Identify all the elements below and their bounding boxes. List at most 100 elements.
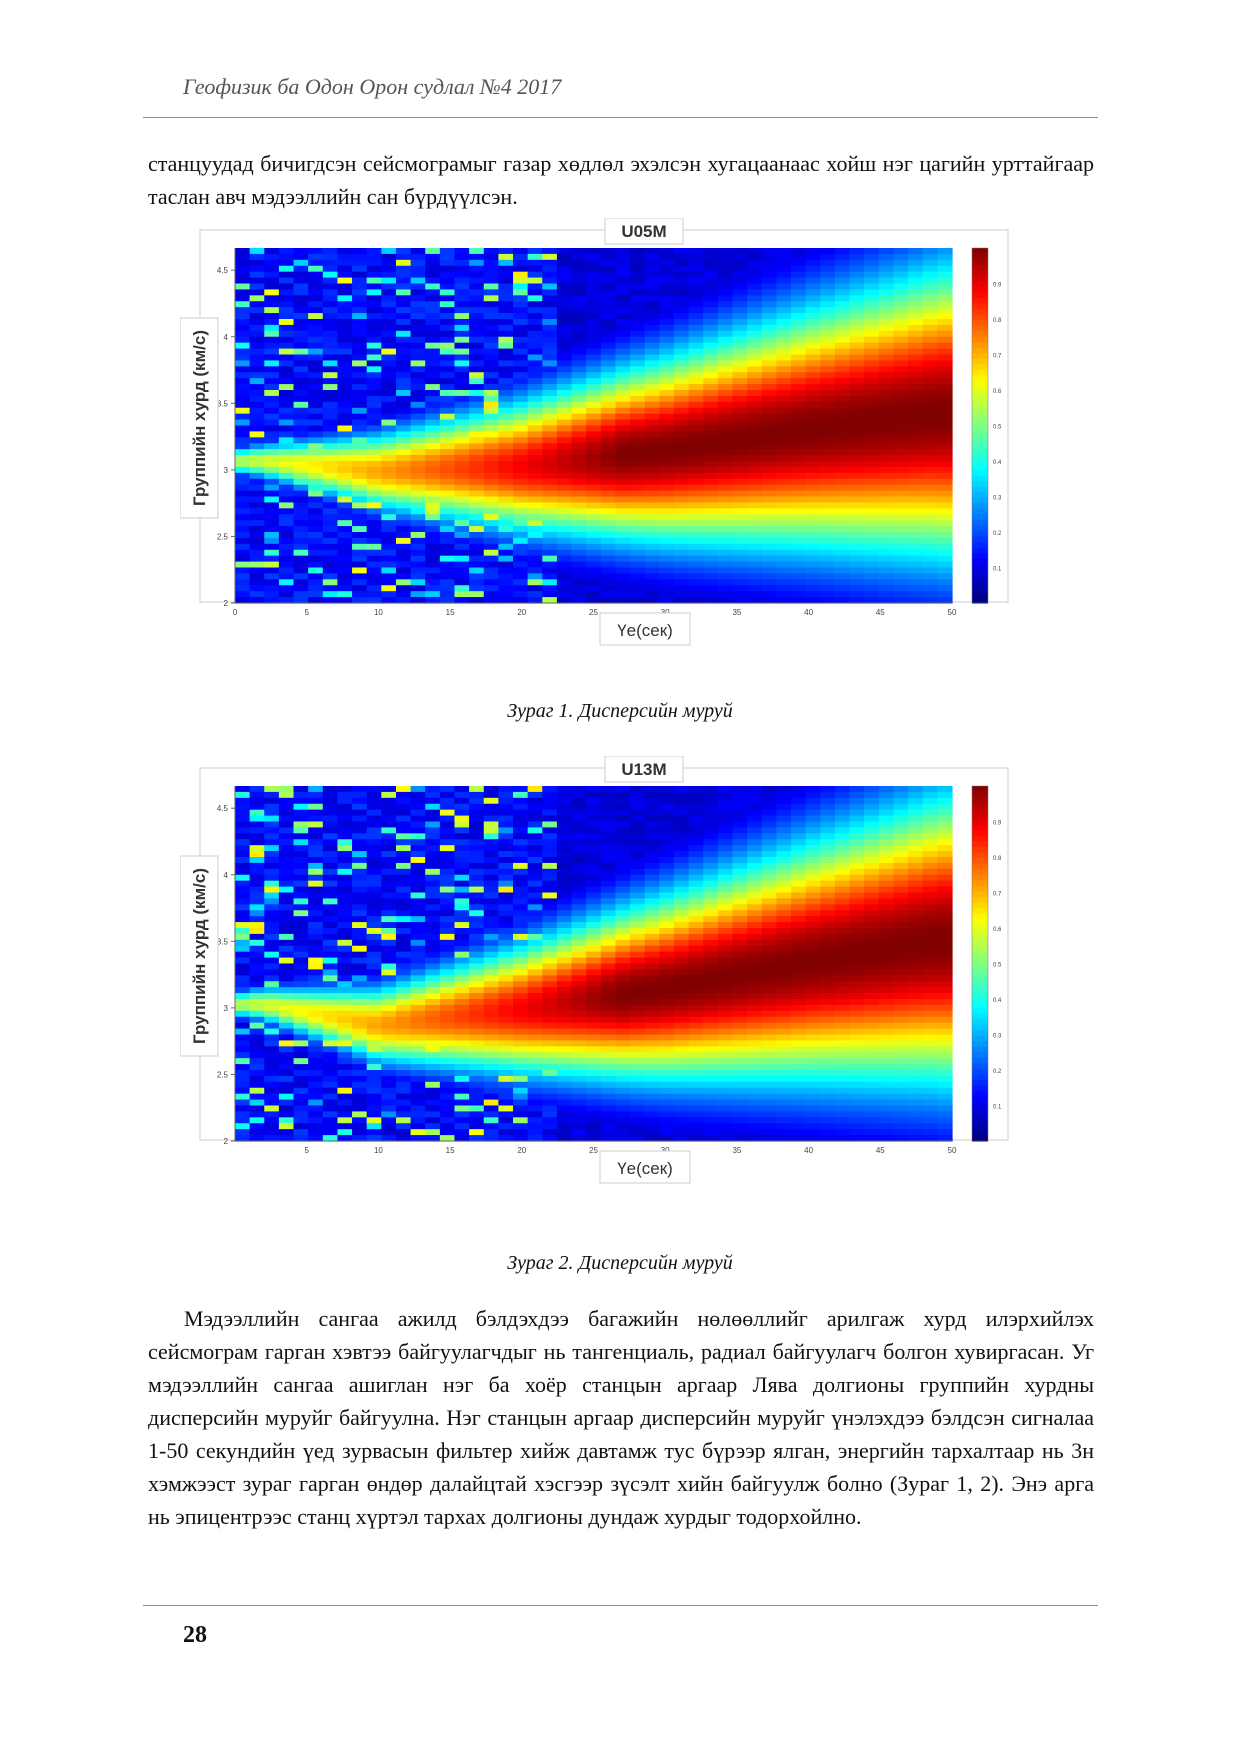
heatmap-cell: [688, 1075, 704, 1083]
heatmap-cell: [659, 342, 675, 350]
heatmap-cell: [469, 395, 485, 403]
heatmap-cell: [878, 472, 895, 480]
heatmap-cell: [425, 797, 441, 805]
heatmap-cell: [820, 407, 836, 415]
heatmap-cell: [571, 857, 587, 864]
heatmap-cell: [235, 449, 251, 456]
heatmap-cell: [425, 1004, 441, 1012]
heatmap-cell: [527, 851, 543, 858]
heatmap-cell: [776, 466, 792, 474]
heatmap-cell: [571, 1117, 587, 1124]
heatmap-cell: [527, 591, 543, 598]
heatmap-cell: [439, 939, 456, 947]
heatmap-cell: [337, 295, 353, 302]
heatmap-cell: [673, 880, 690, 888]
heatmap-cell: [308, 1064, 324, 1071]
heatmap-cell: [425, 271, 441, 279]
heatmap-cell: [542, 987, 558, 994]
heatmap-cell: [352, 466, 368, 474]
heatmap-cell: [483, 520, 499, 527]
heatmap-cell: [322, 880, 339, 888]
heatmap-cell: [893, 248, 909, 255]
heatmap-cell: [922, 443, 938, 450]
heatmap-cell: [264, 484, 280, 492]
heatmap-cell: [469, 1004, 485, 1012]
heatmap-cell: [352, 301, 368, 308]
heatmap-cell: [322, 455, 339, 462]
heatmap-cell: [556, 951, 573, 959]
heatmap-cell: [513, 259, 529, 267]
heatmap-cell: [673, 585, 690, 592]
heatmap-cell: [600, 821, 617, 829]
heatmap-cell: [498, 561, 514, 569]
heatmap-cell: [542, 904, 558, 911]
heatmap-cell: [659, 1028, 675, 1036]
heatmap-cell: [308, 532, 324, 539]
heatmap-cell: [322, 1046, 339, 1053]
heatmap-cell: [469, 827, 485, 834]
heatmap-cell: [556, 1093, 573, 1101]
heatmap-cell: [630, 466, 646, 474]
heatmap-cell: [264, 945, 280, 953]
heatmap-cell: [688, 490, 704, 498]
heatmap-cell: [454, 1010, 470, 1018]
heatmap-cell: [659, 957, 675, 965]
heatmap-cell: [615, 945, 631, 953]
heatmap-cell: [849, 401, 865, 409]
heatmap-cell: [586, 579, 602, 586]
heatmap-cell: [395, 579, 412, 586]
heatmap-cell: [381, 496, 397, 504]
heatmap-cell: [352, 1022, 368, 1030]
heatmap-cell: [322, 1111, 339, 1118]
heatmap-cell: [761, 437, 778, 444]
heatmap-cell: [249, 1058, 265, 1065]
heatmap-cell: [513, 803, 529, 811]
heatmap-cell: [615, 520, 631, 527]
heatmap-cell: [908, 579, 924, 586]
heatmap-cell: [469, 514, 485, 521]
heatmap-cell: [600, 939, 617, 947]
heatmap-cell: [937, 472, 953, 480]
heatmap-cell: [381, 1087, 397, 1095]
heatmap-cell: [571, 336, 587, 344]
heatmap-cell: [849, 437, 865, 444]
heatmap-cell: [337, 1093, 353, 1101]
heatmap-cell: [556, 537, 573, 545]
heatmap-cell: [542, 431, 558, 438]
heatmap-cell: [571, 248, 587, 255]
heatmap-cell: [249, 1070, 265, 1077]
heatmap-cell: [249, 425, 265, 433]
heatmap-cell: [395, 585, 412, 592]
heatmap-cell: [381, 508, 397, 515]
heatmap-cell: [878, 537, 895, 545]
heatmap-cell: [469, 1111, 485, 1118]
heatmap-cell: [820, 366, 836, 373]
heatmap-cell: [513, 969, 529, 976]
heatmap-cell: [381, 307, 397, 314]
heatmap-cell: [571, 378, 587, 385]
heatmap-cell: [908, 532, 924, 539]
heatmap-cell: [834, 514, 851, 521]
heatmap-cell: [703, 868, 719, 876]
heatmap-cell: [425, 839, 441, 846]
heatmap-cell: [235, 845, 251, 852]
heatmap-cell: [600, 372, 617, 379]
heatmap-cell: [630, 786, 646, 793]
heatmap-cell: [249, 395, 265, 403]
heatmap-cell: [820, 597, 836, 604]
heatmap-cell: [410, 555, 426, 563]
heatmap-cell: [805, 253, 821, 261]
heatmap-cell: [673, 845, 690, 852]
heatmap-cell: [454, 253, 470, 261]
heatmap-cell: [366, 1093, 382, 1101]
heatmap-cell: [834, 265, 851, 273]
heatmap-cell: [264, 301, 280, 308]
heatmap-cell: [278, 969, 295, 976]
heatmap-cell: [308, 1129, 324, 1136]
heatmap-cell: [366, 939, 382, 947]
heatmap-cell: [615, 957, 631, 965]
heatmap-cell: [893, 330, 909, 338]
heatmap-cell: [381, 366, 397, 373]
heatmap-cell: [644, 496, 660, 504]
heatmap-cell: [439, 259, 456, 267]
